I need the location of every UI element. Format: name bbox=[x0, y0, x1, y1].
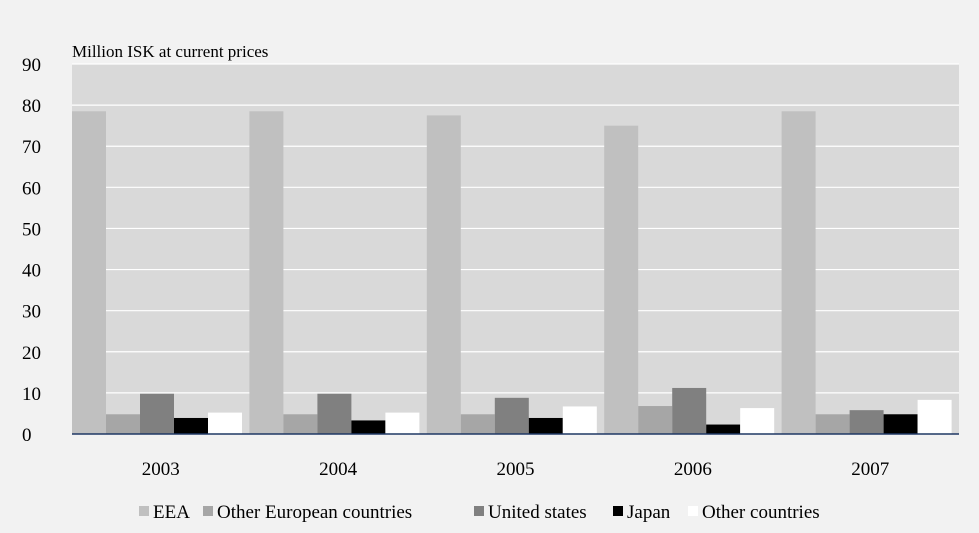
x-tick-label: 2005 bbox=[497, 459, 535, 480]
bar-united-states-2007 bbox=[849, 410, 884, 434]
bar-japan-2005 bbox=[528, 417, 563, 434]
bar-group-2006 bbox=[604, 125, 775, 435]
legend-item-other-european-countries: Other European countries bbox=[203, 502, 412, 523]
legend-swatch bbox=[474, 506, 484, 516]
bar-group-2007 bbox=[781, 111, 952, 435]
x-tick-labels: 2003 2004 2005 2006 2007 bbox=[142, 459, 890, 480]
bar-group-2003 bbox=[72, 111, 242, 435]
legend-label: Other countries bbox=[702, 502, 820, 523]
x-tick-label: 2003 bbox=[142, 459, 180, 480]
bar-group-2005 bbox=[426, 115, 597, 434]
bar-other-european-countries-2006 bbox=[638, 406, 673, 434]
bar-other-countries-2007 bbox=[917, 399, 952, 434]
legend-label: Other European countries bbox=[217, 502, 412, 523]
legend-item-japan: Japan bbox=[613, 502, 671, 523]
legend-item-eea: EEA bbox=[139, 502, 190, 523]
bar-eea-2007 bbox=[781, 111, 816, 435]
x-tick-label: 2006 bbox=[674, 459, 712, 480]
bar-united-states-2006 bbox=[672, 387, 707, 434]
x-tick-label: 2007 bbox=[851, 459, 889, 480]
bar-other-countries-2005 bbox=[562, 406, 597, 434]
y-tick-label: 40 bbox=[22, 261, 41, 282]
bar-united-states-2005 bbox=[494, 397, 529, 434]
bar-group-2004 bbox=[249, 111, 420, 435]
bar-other-european-countries-2007 bbox=[815, 414, 850, 434]
bar-japan-2006 bbox=[706, 424, 741, 434]
y-tick-label: 90 bbox=[22, 55, 41, 76]
legend-item-united-states: United states bbox=[474, 502, 587, 523]
unit-label: Million ISK at current prices bbox=[72, 42, 268, 61]
legend-item-other-countries: Other countries bbox=[688, 502, 820, 523]
bar-eea-2003 bbox=[72, 111, 106, 435]
bar-united-states-2004 bbox=[317, 393, 352, 434]
bar-eea-2004 bbox=[249, 111, 284, 435]
y-tick-label: 0 bbox=[22, 425, 32, 446]
legend-label: EEA bbox=[153, 502, 190, 523]
y-tick-labels: 0 10 20 30 40 50 60 70 80 90 bbox=[22, 55, 41, 446]
legend-swatch bbox=[688, 506, 698, 516]
bar-other-countries-2004 bbox=[385, 412, 420, 434]
bar-japan-2004 bbox=[351, 420, 386, 434]
y-tick-label: 30 bbox=[22, 302, 41, 323]
y-tick-label: 80 bbox=[22, 96, 41, 117]
bar-united-states-2003 bbox=[140, 393, 174, 434]
bar-other-countries-2006 bbox=[740, 408, 775, 434]
bar-eea-2006 bbox=[604, 125, 639, 435]
legend-label: Japan bbox=[627, 502, 671, 523]
bar-other-european-countries-2003 bbox=[106, 414, 140, 434]
bar-other-european-countries-2004 bbox=[283, 414, 318, 434]
bar-japan-2003 bbox=[174, 417, 208, 434]
legend-label: United states bbox=[488, 502, 587, 523]
bars bbox=[72, 111, 952, 435]
y-tick-label: 50 bbox=[22, 219, 41, 240]
y-tick-label: 70 bbox=[22, 137, 41, 158]
gridlines bbox=[72, 63, 959, 394]
bar-japan-2007 bbox=[883, 414, 918, 434]
plot-area bbox=[72, 64, 959, 434]
y-tick-label: 20 bbox=[22, 343, 41, 364]
legend-swatch bbox=[613, 506, 623, 516]
legend: EEA Other European countries United states… bbox=[139, 502, 820, 523]
y-tick-label: 10 bbox=[22, 384, 41, 405]
legend-swatch bbox=[203, 506, 213, 516]
bar-other-countries-2003 bbox=[208, 412, 242, 434]
bar-other-european-countries-2005 bbox=[460, 414, 495, 434]
y-tick-label: 60 bbox=[22, 178, 41, 199]
bar-eea-2005 bbox=[426, 115, 461, 434]
x-tick-label: 2004 bbox=[319, 459, 358, 480]
legend-swatch bbox=[139, 506, 149, 516]
